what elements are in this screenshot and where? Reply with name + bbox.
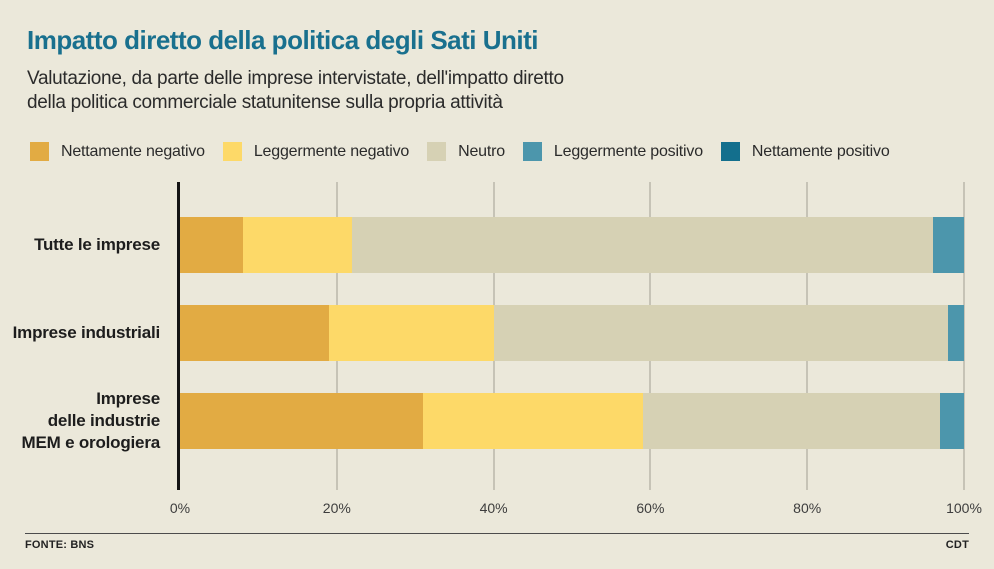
legend-item: Leggermente positivo [522, 142, 703, 161]
chart-header: Impatto diretto della politica degli Sat… [27, 26, 967, 115]
legend-item: Neutro [427, 142, 505, 161]
x-tick-label: 40% [479, 500, 508, 516]
legend-item: Nettamente negativo [30, 142, 205, 161]
bar-segment [940, 393, 964, 449]
credit-note: CDT [945, 539, 969, 551]
bar-segment [423, 393, 643, 449]
bar-segment [932, 217, 964, 273]
legend-item: Nettamente positivo [720, 142, 890, 161]
x-tick-label: 0% [169, 500, 191, 516]
plot-area [180, 182, 965, 490]
bar-segment [180, 305, 329, 361]
legend-swatch [720, 142, 740, 161]
bar-segment [352, 217, 933, 273]
legend-swatch [522, 142, 542, 161]
y-axis-line [177, 182, 180, 490]
legend-label: Neutro [458, 142, 505, 160]
x-tick-label: 60% [636, 500, 665, 516]
bar-segment [180, 393, 424, 449]
legend-item: Leggermente negativo [222, 142, 410, 161]
legend-label: Leggermente positivo [553, 142, 703, 160]
chart-subtitle-line2: della politica commerciale statunitense … [27, 91, 503, 113]
legend-swatch [427, 142, 447, 161]
legend-label: Nettamente positivo [751, 142, 890, 160]
bar-segment [493, 305, 949, 361]
x-tick-label: 80% [793, 500, 822, 516]
bar-segment [948, 305, 964, 361]
bar-row [180, 393, 964, 449]
bar-segment [180, 217, 243, 273]
bar-segment [242, 217, 353, 273]
category-label: Imprese industriali [12, 322, 161, 342]
chart-title: Impatto diretto della politica degli Sat… [27, 25, 539, 55]
x-axis: 0% 20% 40% 60% 80% 100% [170, 500, 982, 520]
chart-legend: Nettamente negativo Leggermente negativo N… [30, 142, 908, 161]
gridline-100 [963, 182, 965, 490]
x-tick-label: 100% [946, 500, 982, 516]
bar-segment [642, 393, 941, 449]
chart-subtitle: Valutazione, da parte delle imprese inte… [27, 67, 967, 116]
legend-label: Leggermente negativo [253, 142, 410, 160]
stacked-bar-chart: Tutte le imprese Imprese industriali Impre… [0, 182, 994, 516]
chart-subtitle-line1: Valutazione, da parte delle imprese inte… [27, 67, 564, 89]
legend-swatch [30, 142, 49, 161]
category-label: Imprese delle industrie MEM e orologiera [21, 388, 161, 453]
legend-swatch [222, 142, 242, 161]
footer-divider [25, 533, 969, 534]
x-tick-label: 20% [322, 500, 351, 516]
bar-row [180, 305, 964, 361]
category-labels: Tutte le imprese Imprese industriali Impre… [0, 182, 161, 490]
bar-segment [328, 305, 494, 361]
bar-row [180, 217, 964, 273]
category-label: Tutte le imprese [34, 234, 160, 254]
source-note: FONTE: BNS [25, 539, 95, 551]
legend-label: Nettamente negativo [61, 142, 205, 160]
